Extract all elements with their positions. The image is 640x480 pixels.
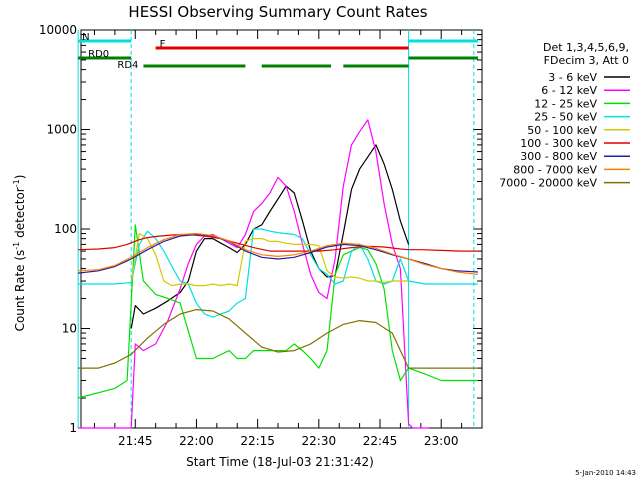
y-axis-label-c: )	[13, 175, 27, 180]
y-axis-label-a: Count Rate (s	[13, 250, 27, 332]
x-tick-label: 22:30	[302, 434, 337, 448]
flag-label: RD0	[88, 49, 109, 60]
y-axis-label-sup2: -1	[12, 179, 21, 187]
series-line	[130, 144, 410, 329]
series-line	[78, 233, 478, 275]
series-line	[77, 224, 478, 399]
series-line	[78, 233, 478, 252]
legend-label: 12 - 25 keV	[534, 97, 597, 110]
flag-label: RD4	[117, 60, 138, 71]
legend-label: 7000 - 20000 keV	[499, 177, 597, 190]
legend-label: 300 - 800 keV	[520, 150, 597, 163]
y-axis-label: Count Rate (s-1 detector-1)	[12, 175, 27, 332]
series-line	[78, 309, 478, 369]
chart-title: HESSI Observing Summary Count Rates	[128, 3, 427, 21]
y-tick-label: 1	[69, 421, 77, 435]
flag-label: F	[160, 39, 166, 50]
x-tick-label: 22:15	[240, 434, 275, 448]
series-line	[78, 119, 429, 429]
x-tick-label: 22:00	[179, 434, 214, 448]
legend-label: 50 - 100 keV	[527, 124, 597, 137]
y-tick-label: 10000	[39, 23, 77, 37]
legend-header-2: FDecim 3, Att 0	[544, 54, 629, 67]
legend-label: 6 - 12 keV	[541, 84, 597, 97]
legend-label: 800 - 7000 keV	[513, 163, 597, 176]
series-line	[130, 233, 409, 287]
x-tick-label: 23:00	[424, 434, 459, 448]
x-tick-label: 22:45	[363, 434, 398, 448]
y-axis-label-sup1: -1	[12, 242, 21, 250]
legend-label: 25 - 50 keV	[534, 111, 597, 124]
flag-label: N	[82, 32, 89, 43]
y-tick-label: 1000	[46, 123, 77, 137]
y-tick-label: 100	[54, 222, 77, 236]
x-axis-label: Start Time (18-Jul-03 21:31:42)	[186, 455, 374, 469]
legend-label: 100 - 300 keV	[520, 137, 597, 150]
date-stamp: 5-Jan-2010 14:43	[575, 469, 636, 477]
legend-header-1: Det 1,3,4,5,6,9,	[543, 41, 629, 54]
y-axis-label-b: detector	[13, 187, 27, 242]
legend-label: 3 - 6 keV	[548, 71, 597, 84]
x-tick-label: 21:45	[118, 434, 153, 448]
y-tick-label: 10	[62, 322, 77, 336]
series-line	[78, 228, 478, 318]
plot-area: 1 10 100 1000 10000 21:45 22:00 22:15 22:30 22:45…	[39, 23, 630, 448]
